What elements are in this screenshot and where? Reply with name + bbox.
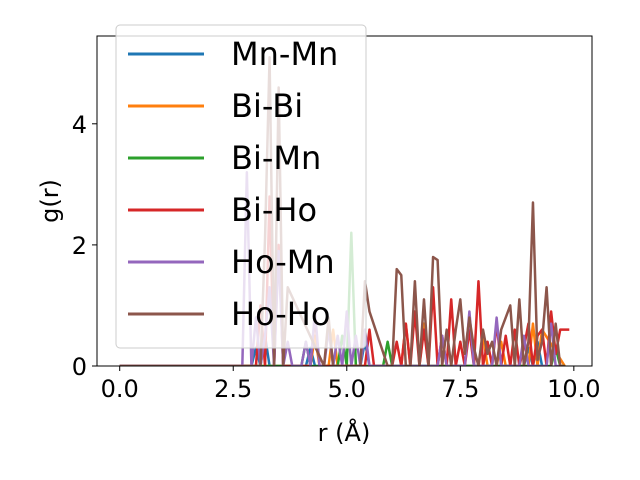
- x-tick-label: 7.5: [441, 375, 479, 403]
- legend-label-ho-ho: Ho-Ho: [231, 295, 330, 333]
- y-tick-label: 0: [72, 353, 87, 381]
- legend-label-bi-bi: Bi-Bi: [231, 87, 303, 125]
- legend-label-mn-mn: Mn-Mn: [231, 35, 338, 73]
- legend-label-ho-mn: Ho-Mn: [231, 243, 335, 281]
- y-axis-title: g(r): [36, 179, 64, 223]
- y-tick-label: 2: [72, 232, 87, 260]
- x-tick-label: 10.0: [547, 375, 600, 403]
- x-axis: 0.0 2.5 5.0 7.5 10.0: [101, 366, 601, 403]
- y-tick-label: 4: [72, 111, 87, 139]
- y-axis: 0 2 4: [72, 111, 97, 381]
- x-tick-label: 2.5: [214, 375, 252, 403]
- x-axis-title: r (Å): [318, 418, 371, 447]
- x-tick-label: 5.0: [328, 375, 366, 403]
- x-tick-label: 0.0: [101, 375, 139, 403]
- legend-label-bi-mn: Bi-Mn: [231, 139, 321, 177]
- legend: Mn-Mn Bi-Bi Bi-Mn Bi-Ho Ho-Mn Ho-Ho: [115, 24, 367, 349]
- legend-label-bi-ho: Bi-Ho: [231, 191, 317, 229]
